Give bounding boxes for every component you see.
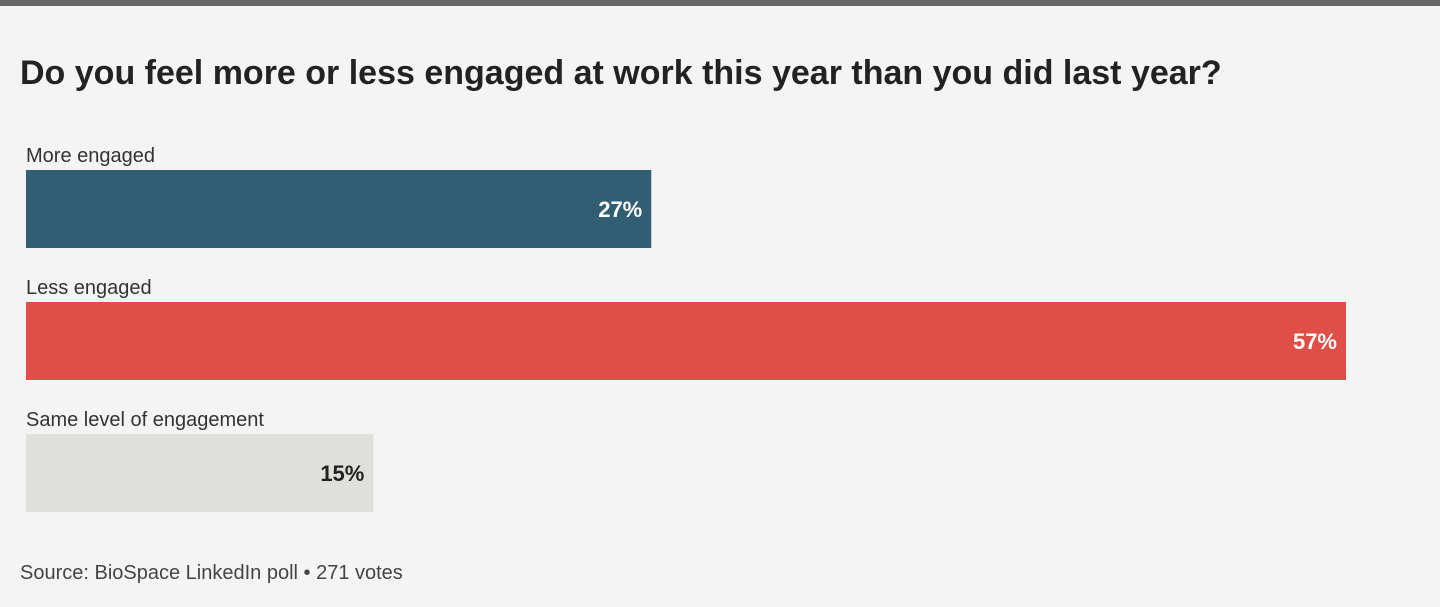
bar (26, 302, 1346, 380)
source-note: Source: BioSpace LinkedIn poll • 271 vot… (20, 562, 403, 584)
value-label: 27% (598, 197, 642, 222)
top-rule (0, 0, 1440, 6)
category-label: More engaged (26, 145, 155, 167)
bar (26, 170, 652, 248)
category-label: Less engaged (26, 277, 152, 299)
category-label: Same level of engagement (26, 409, 264, 431)
value-label: 15% (320, 461, 364, 486)
chart-title: Do you feel more or less engaged at work… (20, 54, 1222, 92)
bar (26, 434, 374, 512)
value-label: 57% (1293, 329, 1337, 354)
